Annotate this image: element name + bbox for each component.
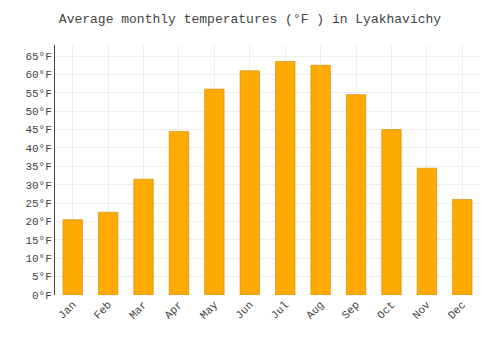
svg-text:25°F: 25°F — [25, 198, 51, 210]
svg-text:Oct: Oct — [375, 299, 397, 321]
svg-text:65°F: 65°F — [25, 51, 51, 63]
svg-text:15°F: 15°F — [25, 235, 51, 247]
svg-text:5°F: 5°F — [32, 271, 52, 283]
svg-text:May: May — [198, 299, 221, 322]
svg-text:Nov: Nov — [410, 299, 433, 322]
svg-text:10°F: 10°F — [25, 253, 51, 265]
svg-text:Jan: Jan — [56, 299, 78, 321]
svg-text:Jul: Jul — [269, 299, 291, 321]
svg-text:50°F: 50°F — [25, 106, 51, 118]
svg-text:Apr: Apr — [162, 299, 184, 321]
svg-text:30°F: 30°F — [25, 180, 51, 192]
svg-text:Jun: Jun — [233, 299, 255, 321]
svg-text:20°F: 20°F — [25, 216, 51, 228]
svg-text:Aug: Aug — [304, 299, 326, 321]
svg-text:35°F: 35°F — [25, 161, 51, 173]
svg-text:40°F: 40°F — [25, 143, 51, 155]
svg-text:45°F: 45°F — [25, 124, 51, 136]
svg-text:Sep: Sep — [340, 299, 362, 321]
svg-text:Feb: Feb — [92, 299, 114, 321]
svg-text:60°F: 60°F — [25, 69, 51, 81]
svg-text:0°F: 0°F — [32, 290, 52, 302]
svg-text:Mar: Mar — [127, 299, 149, 321]
svg-text:Average monthly temperatures (: Average monthly temperatures (°F ) in Ly… — [59, 12, 441, 27]
svg-text:55°F: 55°F — [25, 88, 51, 100]
svg-text:Dec: Dec — [446, 299, 468, 321]
